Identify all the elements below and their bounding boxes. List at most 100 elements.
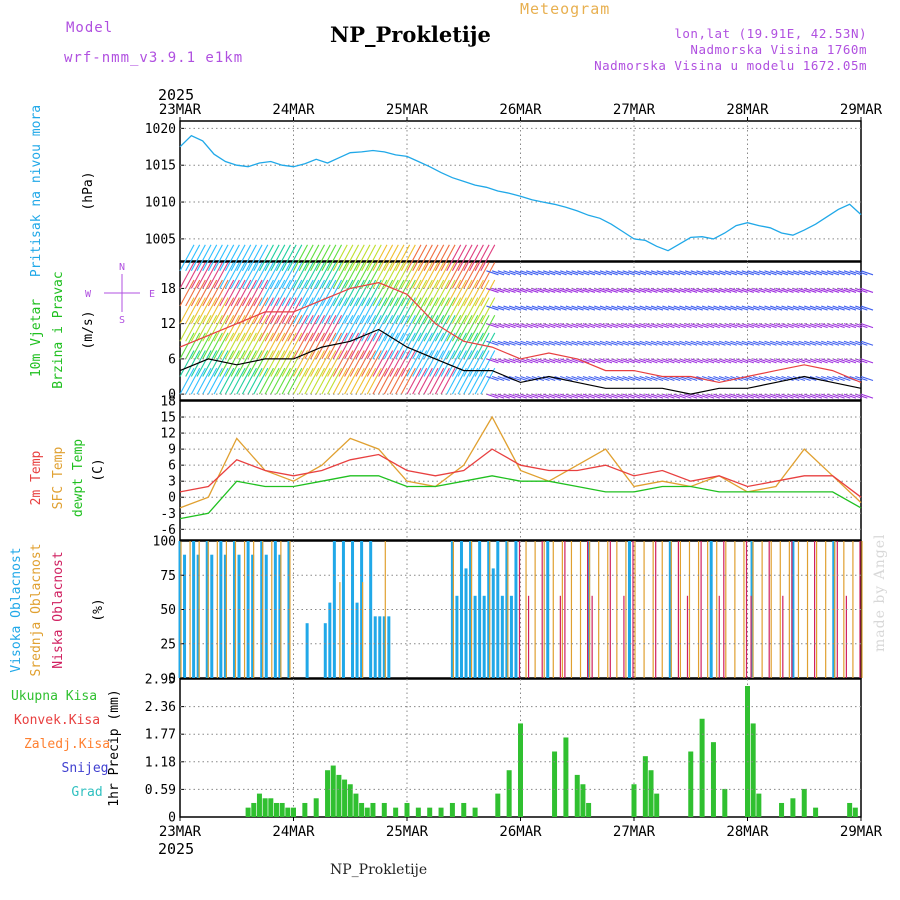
wind-barb [406, 332, 422, 360]
wind-barb [809, 393, 823, 399]
wind-barb [332, 350, 348, 377]
wind-barb [605, 323, 618, 329]
wind-unit-label: (m/s) [81, 310, 96, 349]
precip-bar [393, 807, 399, 817]
wind-barb [514, 393, 527, 399]
wind-barb [520, 305, 533, 311]
wind-barb [366, 297, 382, 324]
wind-barb [400, 244, 416, 272]
wind-barb [770, 340, 783, 346]
wind-barb [270, 279, 286, 307]
wind-barb [400, 367, 416, 395]
wind-barb [491, 393, 505, 399]
wind-barb [463, 315, 479, 342]
wind-barb [179, 244, 195, 272]
wind-barb [440, 297, 456, 324]
wind-barb [679, 287, 692, 293]
wind-barb [310, 315, 326, 342]
wind-barb [588, 375, 601, 382]
wind-barb [747, 270, 760, 276]
wind-barb [730, 358, 743, 364]
wind-barb [423, 315, 439, 342]
wind-barb [735, 393, 749, 399]
wind-barb [423, 279, 439, 307]
wind-barb [270, 315, 286, 342]
wind-barb [423, 367, 439, 395]
wind-barb [508, 323, 522, 329]
wind-barb [804, 305, 817, 311]
wind-barb [764, 305, 777, 311]
wind-barb [741, 358, 754, 364]
precip-bar [404, 802, 410, 817]
wind-barb [628, 340, 641, 346]
wind-barb [287, 262, 303, 289]
temp-axis-label-1: SFC Temp [51, 447, 66, 510]
precip-bar [779, 802, 785, 817]
wind-barb [281, 332, 297, 360]
wind-barb [349, 332, 365, 360]
wind-barb [628, 287, 641, 293]
wind-barb [770, 323, 783, 329]
wind-barb [310, 297, 326, 324]
wind-barb [605, 375, 618, 382]
wind-barb [815, 358, 828, 364]
wind-barb [451, 332, 467, 360]
wind-barb [400, 279, 416, 307]
wind-barb [508, 358, 522, 364]
precip-bar [722, 788, 728, 817]
wind-barb [526, 270, 539, 276]
wind-barb [247, 244, 263, 272]
wind-barb [741, 287, 754, 293]
wind-barb [457, 367, 473, 395]
wind-barb [219, 279, 235, 307]
wind-barb [372, 350, 388, 377]
wind-barb [821, 287, 834, 293]
wind-barb [860, 270, 874, 276]
wind-barb [821, 375, 834, 382]
wind-barb [684, 375, 698, 382]
wind-barb [645, 358, 658, 364]
wind-barb [571, 375, 584, 382]
temp-ytick: 12 [160, 427, 176, 442]
wind-barb [451, 367, 467, 395]
wind-barb [338, 367, 354, 395]
wind-barb [701, 393, 715, 399]
wind-barb [565, 375, 579, 382]
wind-barb [310, 262, 326, 289]
wind-barb [417, 244, 433, 272]
wind-barb [628, 358, 641, 364]
wind-barb [486, 358, 499, 364]
year-label-top: 2025 [158, 86, 194, 104]
wind-barb [310, 367, 326, 395]
wind-barb [389, 350, 405, 377]
wind-barb [395, 332, 411, 360]
wind-barb [315, 262, 331, 289]
wind-barb [468, 367, 484, 395]
wind-barb [190, 367, 206, 395]
wind-barb [588, 305, 601, 311]
wind-barb [253, 315, 269, 342]
wind-barb [185, 367, 201, 395]
wind-barb [287, 315, 303, 342]
wind-barb [446, 315, 462, 342]
wind-barb [764, 358, 777, 364]
wind-barb [236, 279, 252, 307]
wind-barb [747, 393, 760, 399]
wind-barb [718, 393, 732, 399]
wind-barb [616, 358, 630, 364]
wind-barb [361, 332, 377, 360]
wind-barb [588, 287, 601, 293]
wind-barb [253, 297, 269, 324]
wind-barb [798, 270, 811, 276]
wind-barb [196, 262, 212, 289]
wind-barb [230, 279, 246, 307]
wind-barb [792, 287, 806, 293]
wind-barb [787, 340, 800, 346]
precip-bar [518, 723, 523, 817]
wind-barb [775, 305, 789, 311]
wind-barb [434, 367, 450, 395]
wind-barb [298, 350, 314, 377]
wind-barb [298, 244, 314, 272]
wind-barb [781, 375, 794, 382]
wind-barb [497, 340, 510, 346]
